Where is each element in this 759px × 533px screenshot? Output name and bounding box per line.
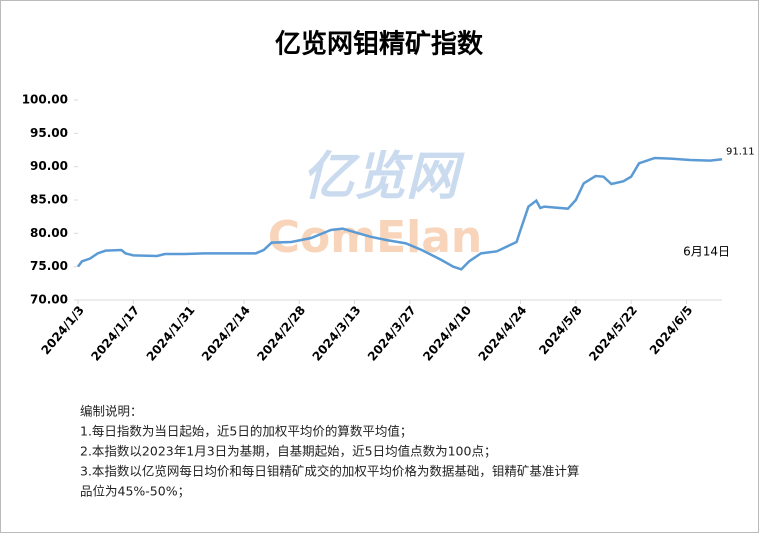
note: 3.本指数以亿览网每日均价和每日钼精矿成交的加权平均价格为数据基础，钼精矿基准计… <box>80 464 579 479</box>
note: 1.每日指数为当日起始，近5日的加权平均价的算数平均值； <box>80 424 412 439</box>
note: 编制说明： <box>80 404 143 419</box>
note: 品位为45%-50%； <box>80 484 190 499</box>
annotation: 6月14日 <box>683 245 730 259</box>
y-tick-label: 70.00 <box>30 293 68 307</box>
y-tick-label: 85.00 <box>30 193 68 207</box>
note: 2.本指数以2023年1月3日为基期，自基期起始，近5日均值点数为100点； <box>80 444 496 459</box>
y-tick-label: 100.00 <box>22 93 68 107</box>
y-tick-label: 80.00 <box>30 226 68 240</box>
data-label: 91.11 <box>726 146 755 157</box>
y-tick-label: 95.00 <box>30 126 68 140</box>
y-tick-label: 75.00 <box>30 259 68 273</box>
y-tick-label: 90.00 <box>30 159 68 173</box>
watermark: 亿览网 <box>302 147 465 207</box>
chart-title: 亿览网钼精矿指数 <box>275 29 484 60</box>
series-line <box>76 156 723 271</box>
